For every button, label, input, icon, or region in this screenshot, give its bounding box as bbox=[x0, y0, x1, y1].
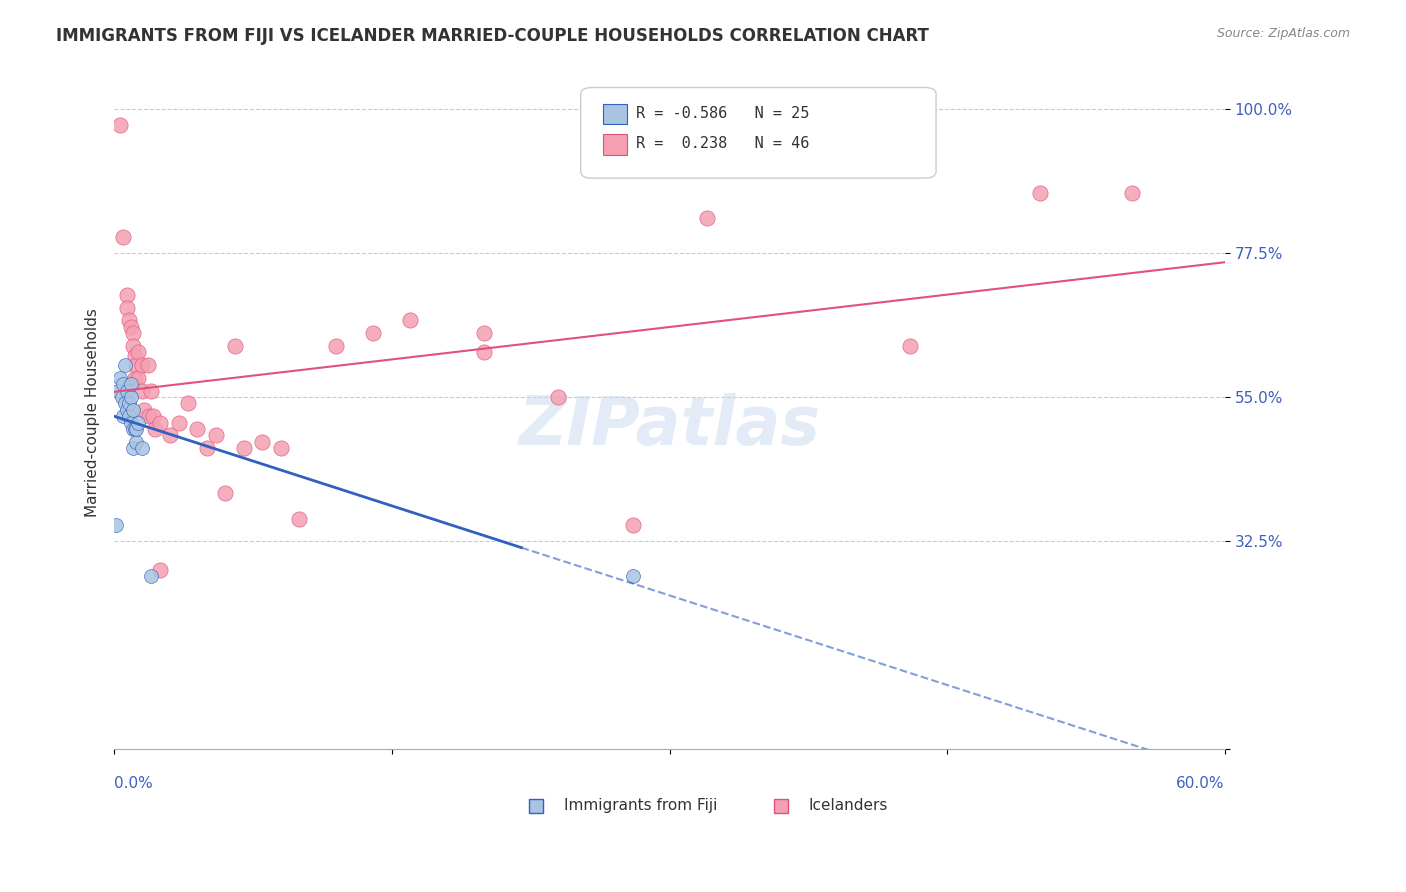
Point bbox=[112, 409, 135, 424]
Text: Source: ZipAtlas.com: Source: ZipAtlas.com bbox=[1216, 27, 1350, 40]
Point bbox=[186, 422, 208, 436]
Point bbox=[474, 345, 496, 359]
Point bbox=[108, 119, 131, 133]
Point bbox=[167, 416, 190, 430]
Point bbox=[214, 486, 236, 500]
FancyBboxPatch shape bbox=[581, 87, 936, 178]
Point bbox=[124, 349, 146, 363]
Point bbox=[141, 569, 163, 583]
Point bbox=[224, 339, 246, 353]
Point bbox=[1121, 186, 1143, 200]
Point bbox=[121, 422, 143, 436]
Point bbox=[127, 345, 149, 359]
Point bbox=[131, 384, 153, 398]
Point bbox=[112, 230, 135, 244]
Point bbox=[232, 441, 254, 455]
Point bbox=[1029, 186, 1052, 200]
Point bbox=[118, 313, 141, 327]
Point bbox=[121, 326, 143, 340]
Y-axis label: Married-couple Households: Married-couple Households bbox=[86, 309, 100, 517]
Point bbox=[115, 402, 138, 417]
Point bbox=[205, 428, 228, 442]
Point bbox=[127, 416, 149, 430]
Point bbox=[125, 434, 148, 449]
Point bbox=[115, 384, 138, 398]
Point bbox=[399, 313, 422, 327]
Point bbox=[127, 371, 149, 385]
Point bbox=[121, 402, 143, 417]
Point bbox=[142, 409, 165, 424]
Point bbox=[120, 319, 142, 334]
Point bbox=[474, 326, 496, 340]
Text: R =  0.238   N = 46: R = 0.238 N = 46 bbox=[636, 136, 810, 151]
Point bbox=[149, 563, 172, 577]
Point bbox=[621, 517, 644, 532]
Point bbox=[110, 390, 132, 404]
Point bbox=[288, 511, 311, 525]
Point bbox=[108, 371, 131, 385]
Text: R = -0.586   N = 25: R = -0.586 N = 25 bbox=[636, 105, 810, 120]
Point bbox=[121, 339, 143, 353]
Point bbox=[131, 358, 153, 372]
Point bbox=[363, 326, 385, 340]
Point bbox=[125, 358, 148, 372]
Text: ZIPatlas: ZIPatlas bbox=[519, 393, 821, 459]
Point bbox=[120, 416, 142, 430]
Point bbox=[114, 396, 136, 410]
Point bbox=[105, 517, 128, 532]
Point bbox=[141, 384, 163, 398]
Text: IMMIGRANTS FROM FIJI VS ICELANDER MARRIED-COUPLE HOUSEHOLDS CORRELATION CHART: IMMIGRANTS FROM FIJI VS ICELANDER MARRIE… bbox=[56, 27, 929, 45]
Point bbox=[149, 416, 172, 430]
Point bbox=[121, 441, 143, 455]
Point bbox=[118, 396, 141, 410]
Point bbox=[138, 409, 160, 424]
Point bbox=[124, 371, 146, 385]
Point bbox=[115, 287, 138, 301]
Point bbox=[124, 422, 146, 436]
Point bbox=[131, 441, 153, 455]
Bar bbox=[603, 104, 627, 124]
Point bbox=[112, 377, 135, 392]
Text: Icelanders: Icelanders bbox=[808, 798, 887, 814]
Text: Immigrants from Fiji: Immigrants from Fiji bbox=[564, 798, 717, 814]
Point bbox=[177, 396, 200, 410]
Bar bbox=[603, 135, 627, 154]
Point bbox=[621, 569, 644, 583]
Point bbox=[136, 358, 159, 372]
Point bbox=[120, 390, 142, 404]
Point bbox=[547, 390, 569, 404]
Text: 0.0%: 0.0% bbox=[114, 775, 153, 790]
Point bbox=[115, 301, 138, 315]
Point bbox=[114, 358, 136, 372]
Point bbox=[252, 434, 274, 449]
Point bbox=[696, 211, 718, 225]
Point bbox=[120, 377, 142, 392]
Point bbox=[195, 441, 218, 455]
Point bbox=[107, 384, 129, 398]
Text: 60.0%: 60.0% bbox=[1177, 775, 1225, 790]
Point bbox=[143, 422, 166, 436]
Point bbox=[898, 339, 921, 353]
Point bbox=[325, 339, 347, 353]
Point bbox=[118, 409, 141, 424]
Point bbox=[159, 428, 181, 442]
Point bbox=[125, 422, 148, 436]
Point bbox=[132, 402, 155, 417]
Point bbox=[270, 441, 292, 455]
